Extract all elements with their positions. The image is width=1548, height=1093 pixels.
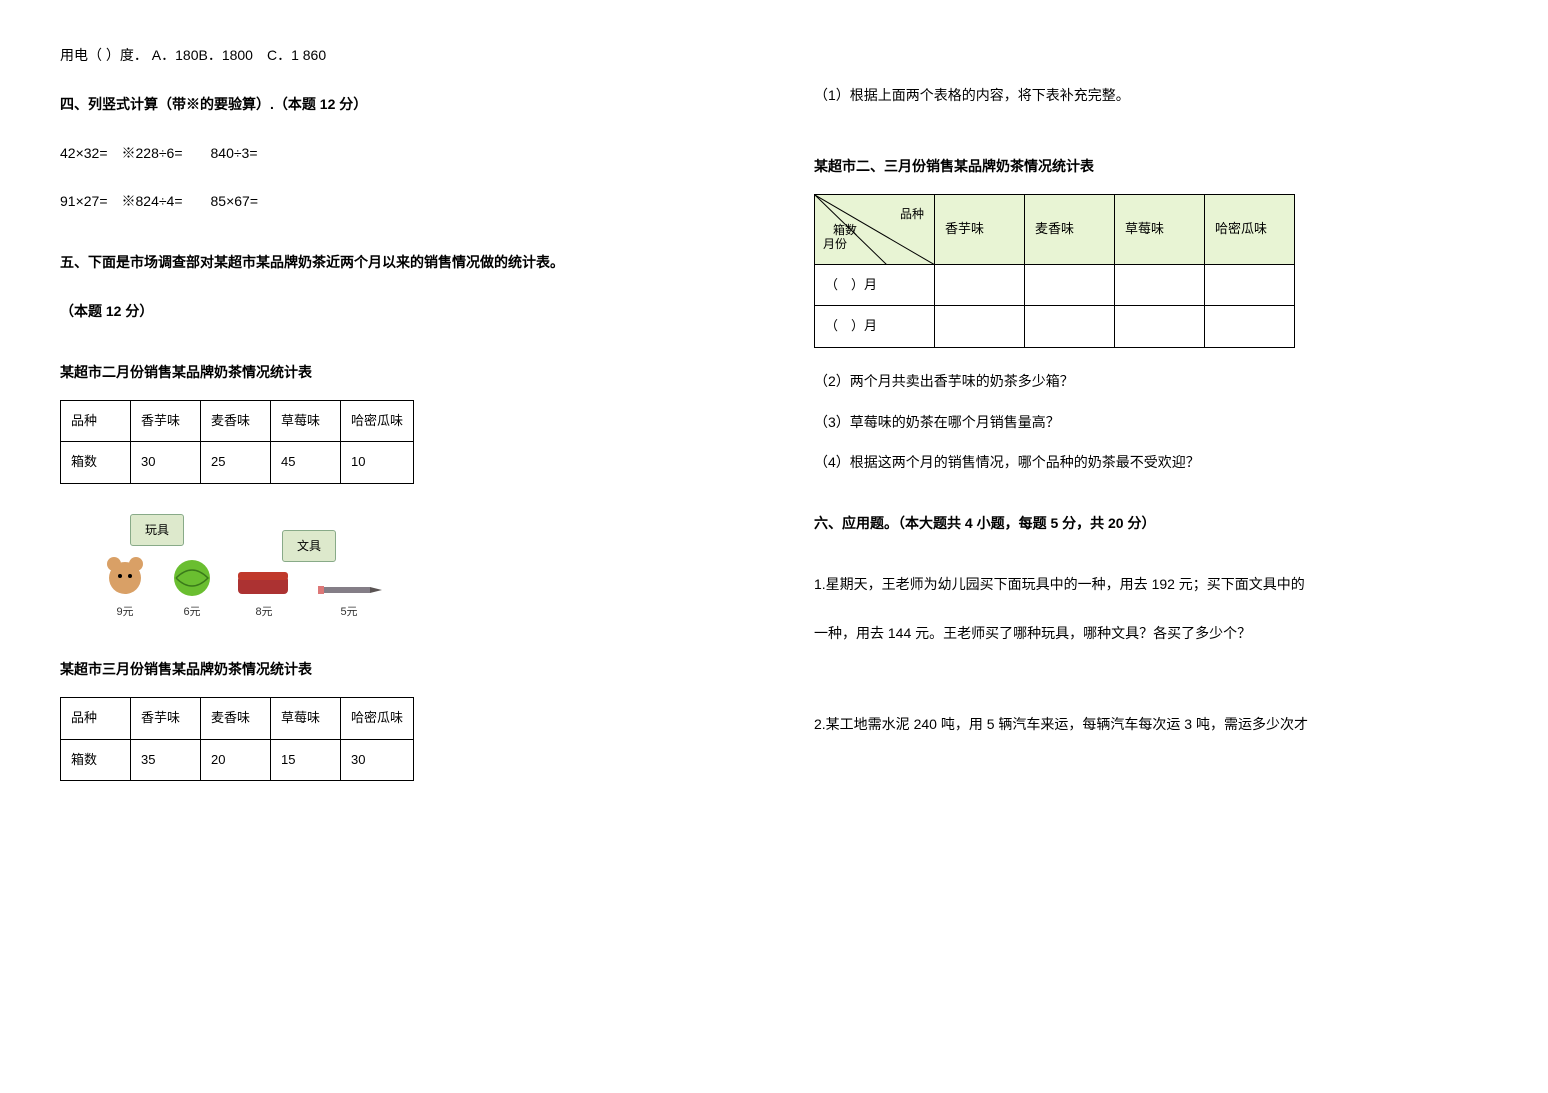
- question-2: （2）两个月共卖出香芋味的奶茶多少箱？: [814, 366, 1488, 397]
- header-cell: 品种: [61, 400, 131, 442]
- cell: 10: [341, 442, 414, 484]
- combined-table-title: 某超市二、三月份销售某品牌奶茶情况统计表: [814, 151, 1488, 182]
- table-row: 箱数 35 20 15 30: [61, 739, 414, 781]
- feb-table-title: 某超市二月份销售某品牌奶茶情况统计表: [60, 357, 734, 388]
- table-row: （ ）月: [815, 264, 1295, 306]
- pencil-icon: [314, 580, 384, 600]
- header-cell: 草莓味: [271, 400, 341, 442]
- diagonal-header: 品种 箱数 月份: [815, 194, 935, 264]
- pencil: 5元: [314, 580, 384, 624]
- cell: 35: [131, 739, 201, 781]
- header-cell: 麦香味: [201, 400, 271, 442]
- mar-table-title: 某超市三月份销售某品牌奶茶情况统计表: [60, 654, 734, 685]
- ball-icon: [170, 556, 214, 600]
- header-cell: 草莓味: [1115, 194, 1205, 264]
- cell: 45: [271, 442, 341, 484]
- blank-cell: [1205, 264, 1295, 306]
- calc-row-2: 91×27= ※824÷4= 85×67=: [60, 186, 734, 217]
- header-cell: 品种: [61, 698, 131, 740]
- blank-month: （ ）月: [815, 306, 935, 348]
- toy-ball: 6元: [170, 556, 214, 624]
- blank-cell: [935, 264, 1025, 306]
- header-cell: 哈密瓜味: [341, 698, 414, 740]
- header-cell: 哈密瓜味: [1205, 194, 1295, 264]
- mar-table: 品种 香芋味 麦香味 草莓味 哈密瓜味 箱数 35 20 15 30: [60, 697, 414, 781]
- section-4-title: 四、列竖式计算（带※的要验算）.（本题 12 分）: [60, 89, 734, 120]
- diag-top: 品种: [900, 201, 924, 227]
- header-cell: 香芋味: [131, 698, 201, 740]
- table-row: 品种 香芋味 麦香味 草莓味 哈密瓜味: [61, 698, 414, 740]
- section-5-title: 五、下面是市场调查部对某超市某品牌奶茶近两个月以来的销售情况做的统计表。: [60, 247, 734, 278]
- question-1: （1）根据上面两个表格的内容，将下表补充完整。: [814, 80, 1488, 111]
- price: 9元: [116, 600, 133, 624]
- cell: 15: [271, 739, 341, 781]
- calc-row-1: 42×32= ※228÷6= 840÷3=: [60, 138, 734, 169]
- blank-cell: [935, 306, 1025, 348]
- price: 6元: [183, 600, 200, 624]
- bear-icon: [100, 550, 150, 600]
- blank-cell: [1025, 306, 1115, 348]
- combined-table: 品种 箱数 月份 香芋味 麦香味 草莓味 哈密瓜味 （ ）月 （ ）月: [814, 194, 1295, 348]
- header-cell: 哈密瓜味: [341, 400, 414, 442]
- cell: 30: [341, 739, 414, 781]
- price: 8元: [255, 600, 272, 624]
- row-label: 箱数: [61, 739, 131, 781]
- blank-month: （ ）月: [815, 264, 935, 306]
- stationery-label: 文具: [282, 530, 336, 562]
- pencilcase-icon: [234, 566, 294, 600]
- feb-table: 品种 香芋味 麦香味 草莓味 哈密瓜味 箱数 30 25 45 10: [60, 400, 414, 484]
- toy-label: 玩具: [130, 514, 184, 546]
- header-cell: 草莓味: [271, 698, 341, 740]
- row-label: 箱数: [61, 442, 131, 484]
- blank-cell: [1115, 306, 1205, 348]
- electricity-question: 用电（ ）度． A．180B．1800 C．1 860: [60, 40, 734, 71]
- table-row: （ ）月: [815, 306, 1295, 348]
- header-cell: 麦香味: [201, 698, 271, 740]
- blank-cell: [1205, 306, 1295, 348]
- diag-bot: 月份: [823, 231, 847, 257]
- price: 5元: [340, 600, 357, 624]
- question-4: （4）根据这两个月的销售情况，哪个品种的奶茶最不受欢迎？: [814, 447, 1488, 478]
- section-6-title: 六、应用题。（本大题共 4 小题，每题 5 分，共 20 分）: [814, 508, 1488, 539]
- blank-cell: [1025, 264, 1115, 306]
- question-3: （3）草莓味的奶茶在哪个月销售量高？: [814, 407, 1488, 438]
- header-cell: 麦香味: [1025, 194, 1115, 264]
- cell: 20: [201, 739, 271, 781]
- section-5-points: （本题 12 分）: [60, 296, 734, 327]
- product-illustration: 玩具 9元 6元 文具: [100, 514, 734, 625]
- blank-cell: [1115, 264, 1205, 306]
- problem-2: 2.某工地需水泥 240 吨，用 5 辆汽车来运，每辆汽车每次运 3 吨，需运多…: [814, 709, 1488, 740]
- problem-1-line-a: 1.星期天，王老师为幼儿园买下面玩具中的一种，用去 192 元；买下面文具中的: [814, 569, 1488, 600]
- table-row: 品种 香芋味 麦香味 草莓味 哈密瓜味: [61, 400, 414, 442]
- cell: 30: [131, 442, 201, 484]
- header-cell: 香芋味: [935, 194, 1025, 264]
- header-cell: 香芋味: [131, 400, 201, 442]
- pencil-case: 8元: [234, 566, 294, 624]
- problem-1-line-b: 一种，用去 144 元。王老师买了哪种玩具，哪种文具？各买了多少个？: [814, 618, 1488, 649]
- table-row: 品种 箱数 月份 香芋味 麦香味 草莓味 哈密瓜味: [815, 194, 1295, 264]
- toy-bear: 9元: [100, 550, 150, 624]
- table-row: 箱数 30 25 45 10: [61, 442, 414, 484]
- cell: 25: [201, 442, 271, 484]
